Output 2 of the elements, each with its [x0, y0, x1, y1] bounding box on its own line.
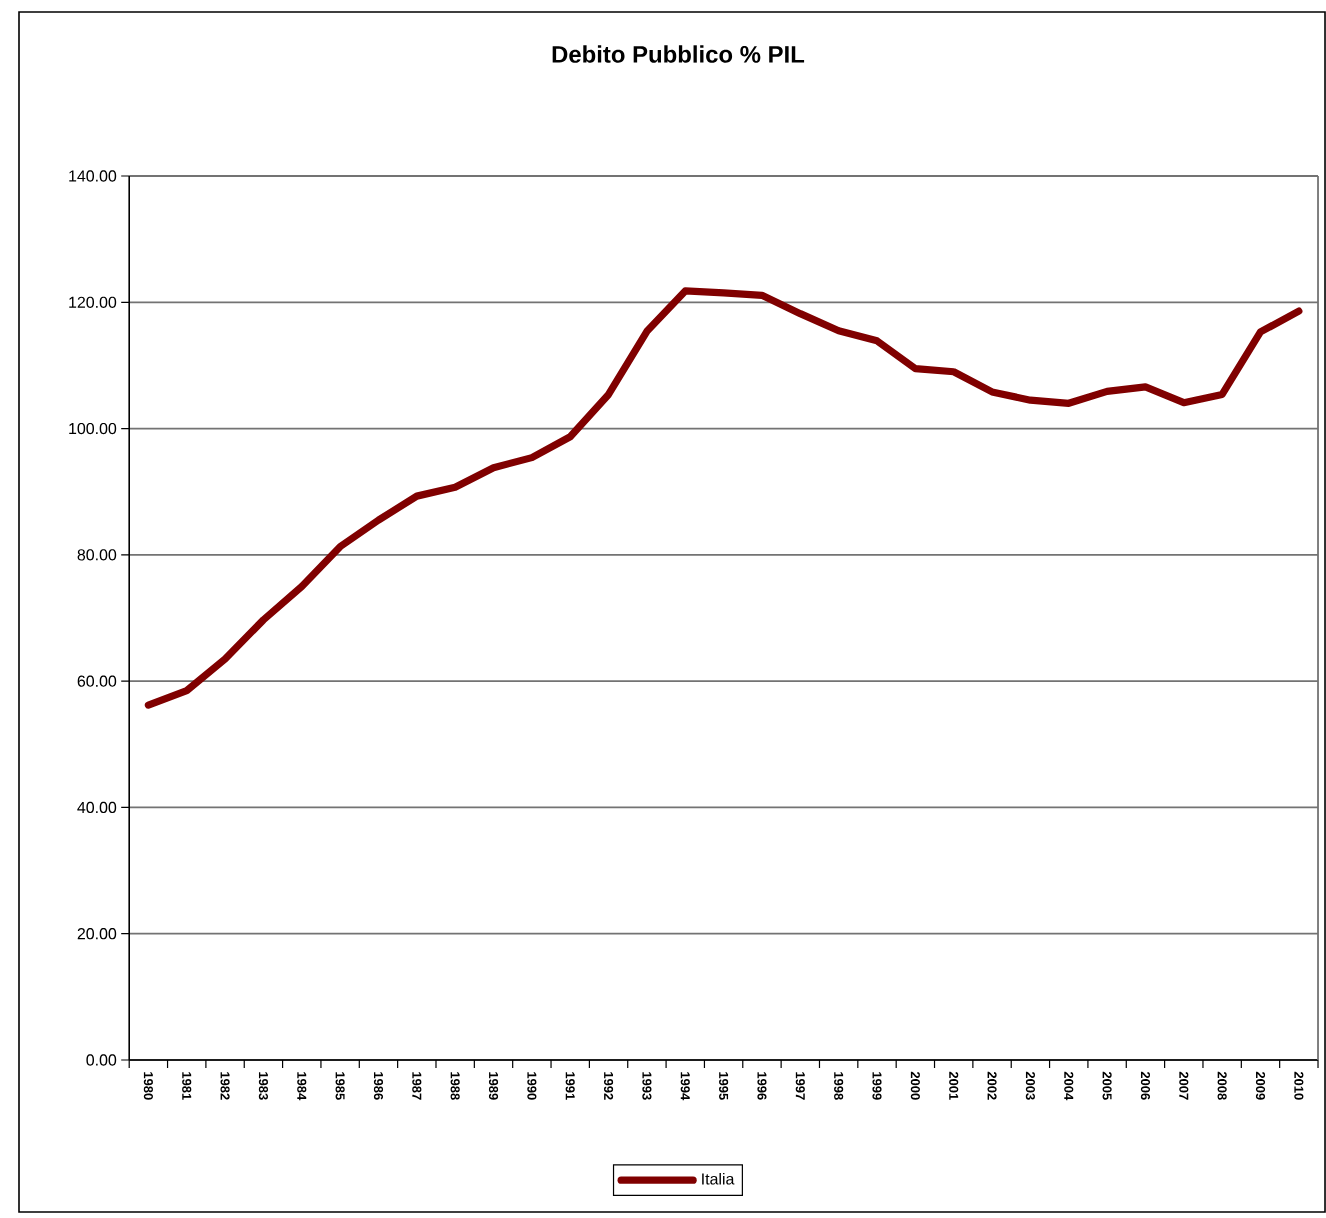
line-series: [144, 287, 1303, 709]
chart-title: Debito Pubblico % PIL: [552, 45, 805, 63]
